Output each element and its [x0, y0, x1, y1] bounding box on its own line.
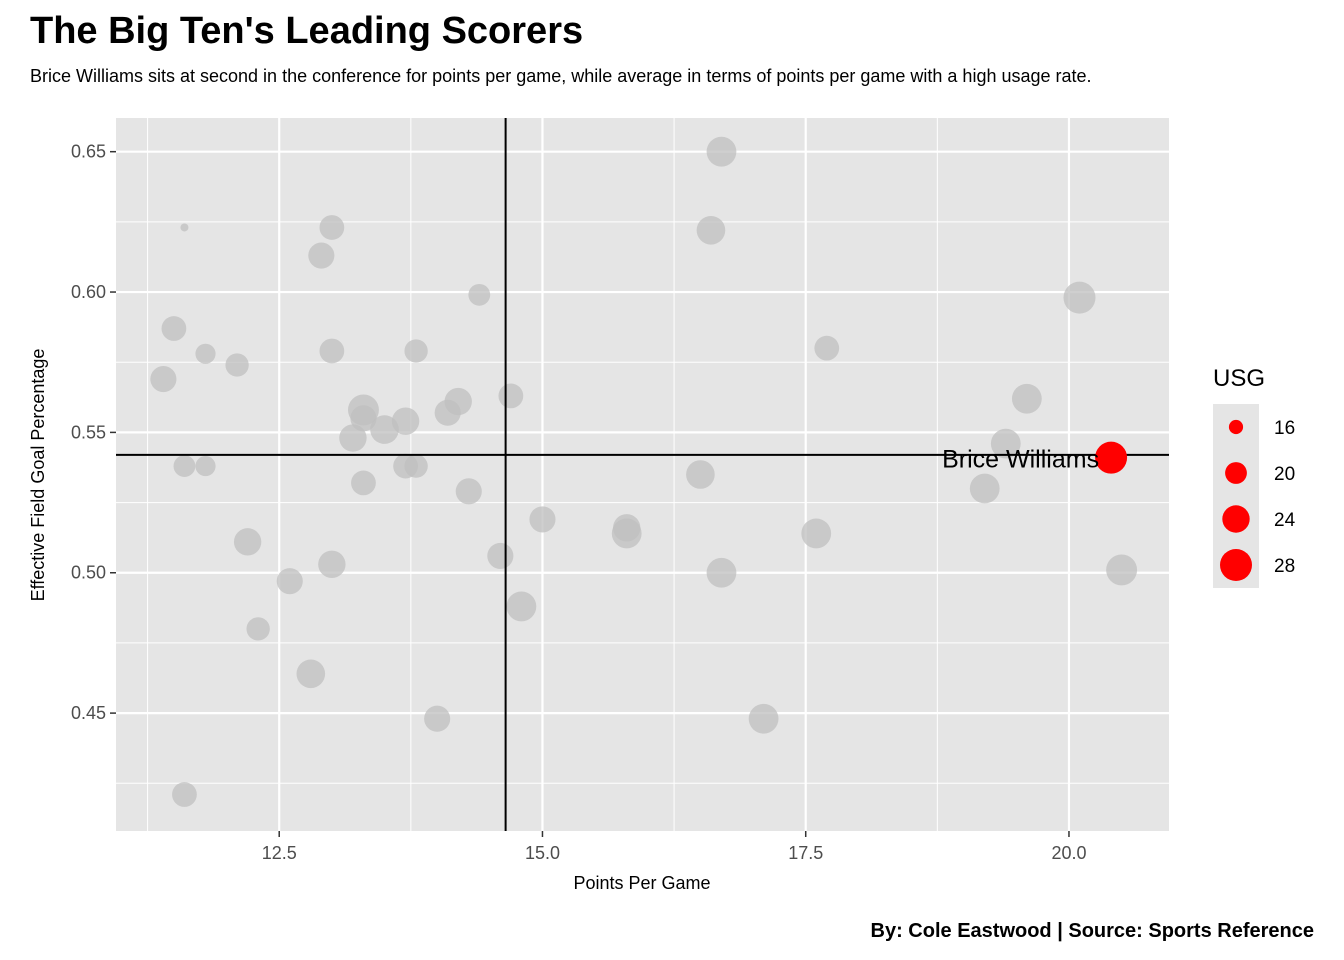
legend-label: 16 [1274, 418, 1295, 439]
y-tick-label: 0.45 [71, 703, 106, 723]
data-point [1106, 554, 1138, 586]
y-tick-label: 0.50 [71, 563, 106, 583]
data-point [350, 405, 377, 432]
data-point [296, 659, 326, 689]
grid-lines [116, 118, 1169, 831]
data-point [706, 136, 737, 167]
axes: 12.5 15.0 17.5 20.0 0.45 0.50 0.55 0.60 0.65 [71, 142, 1087, 863]
data-point [404, 454, 428, 478]
data-point [195, 343, 216, 364]
data-point [319, 338, 345, 364]
data-point [195, 455, 216, 477]
data-point [706, 557, 737, 588]
data-point [801, 518, 832, 549]
legend-label: 20 [1274, 464, 1295, 485]
legend-key [1225, 462, 1247, 484]
data-point [351, 470, 376, 496]
x-tick-label: 15.0 [525, 843, 560, 863]
data-point [172, 782, 197, 807]
chart-caption: By: Cole Eastwood | Source: Sports Refer… [870, 920, 1314, 942]
data-point [468, 283, 491, 306]
data-point [339, 424, 367, 452]
x-tick-label: 17.5 [788, 843, 823, 863]
data-point [487, 542, 514, 569]
data-point [696, 215, 726, 245]
legend-key [1220, 549, 1252, 581]
data-point [318, 550, 346, 579]
data-point [233, 528, 262, 556]
data-point [1063, 281, 1096, 314]
legend: USG 16 20 24 28 [1213, 365, 1296, 588]
data-points [150, 136, 1138, 807]
data-point [404, 339, 428, 363]
data-point [506, 591, 537, 622]
y-tick-label: 0.65 [71, 142, 106, 162]
data-point [434, 399, 461, 426]
y-axis-title: Effective Field Goal Percentage [28, 349, 48, 602]
x-axis-title: Points Per Game [573, 873, 710, 893]
highlight-point [1095, 441, 1128, 474]
data-point [150, 366, 177, 393]
data-point [686, 460, 715, 489]
data-point [611, 518, 642, 549]
data-point [748, 703, 779, 734]
data-point [498, 383, 524, 409]
legend-key [1222, 505, 1250, 533]
data-point [308, 242, 335, 269]
data-point [319, 215, 345, 240]
data-point [225, 353, 249, 377]
y-tick-label: 0.60 [71, 282, 106, 302]
legend-label: 24 [1274, 510, 1296, 531]
legend-key [1228, 419, 1244, 435]
data-point [173, 455, 196, 477]
chart-title: The Big Ten's Leading Scorers [30, 10, 584, 52]
panel-background [116, 118, 1169, 831]
data-point [161, 316, 187, 341]
reference-lines: Brice Williams [116, 118, 1169, 831]
plot-panel [116, 118, 1169, 831]
highlight-label: Brice Williams [942, 446, 1099, 474]
data-point [370, 415, 399, 444]
data-point [276, 568, 303, 595]
chart-subtitle: Brice Williams sits at second in the con… [30, 66, 1092, 86]
legend-label: 28 [1274, 556, 1295, 577]
data-point [246, 617, 270, 641]
data-point [969, 473, 1000, 504]
data-point [529, 506, 556, 533]
data-point [424, 705, 451, 732]
data-point [180, 223, 189, 232]
data-point [455, 478, 482, 505]
legend-title: USG [1213, 365, 1265, 392]
x-tick-label: 12.5 [262, 843, 297, 863]
data-point [990, 428, 1021, 459]
y-tick-label: 0.55 [71, 422, 106, 442]
x-tick-label: 20.0 [1051, 843, 1086, 863]
data-point [814, 335, 840, 361]
data-point [1011, 383, 1042, 414]
